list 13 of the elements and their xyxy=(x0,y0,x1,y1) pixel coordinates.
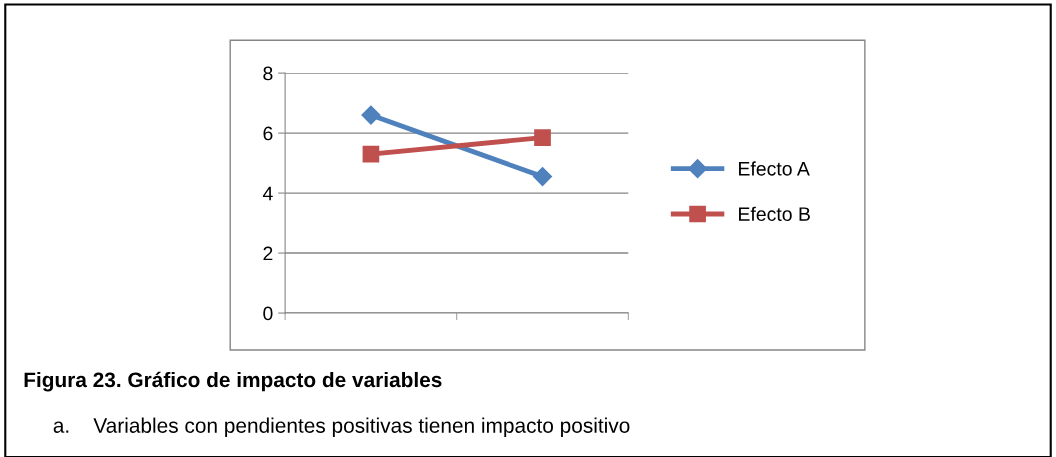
y-tick-label: 2 xyxy=(263,246,273,261)
y-tick-label: 8 xyxy=(263,66,273,81)
point xyxy=(362,145,380,163)
y-tick-label: 4 xyxy=(262,186,273,201)
point xyxy=(532,167,553,187)
text: Figura 23. Gráfico de impacto de variables xyxy=(24,371,442,392)
point xyxy=(534,129,551,146)
text: a. Variables con pendientes positivas tienen impacto positivo xyxy=(53,417,630,438)
point xyxy=(361,105,381,125)
y-tick-label: 6 xyxy=(263,126,273,141)
legend-label: Efecto A xyxy=(739,161,810,176)
legend-label: Efecto B xyxy=(739,206,810,221)
y-tick-label: 0 xyxy=(263,306,273,321)
